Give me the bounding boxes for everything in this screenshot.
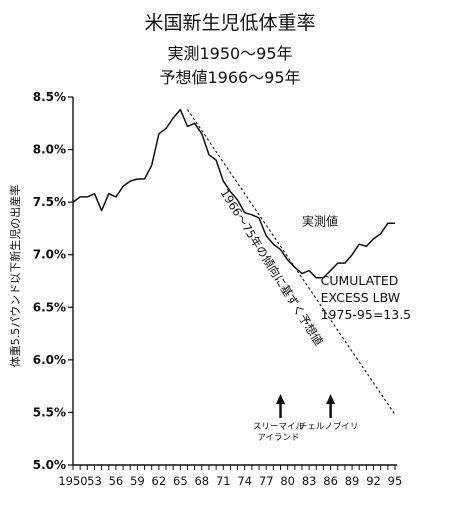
x-tick-label: 65 [173, 474, 188, 488]
chernobyl-arrow-head [326, 394, 336, 404]
x-tick-label: 56 [109, 474, 124, 488]
x-tick-label: 89 [345, 474, 360, 488]
x-tick-label: 92 [366, 474, 381, 488]
y-tick-label: 6.5% [33, 300, 66, 314]
x-tick-label: 59 [130, 474, 145, 488]
x-tick-label: 86 [323, 474, 338, 488]
x-tick-label: 1950 [58, 474, 87, 488]
x-tick-label: 80 [280, 474, 295, 488]
cumulated-excess-line: EXCESS LBW [321, 290, 400, 305]
y-tick-label: 5.5% [33, 405, 66, 419]
x-tick-label: 53 [87, 474, 102, 488]
y-tick-label: 8.5% [33, 90, 66, 104]
x-tick-label: 83 [302, 474, 317, 488]
x-tick-label: 95 [388, 474, 403, 488]
y-tick-label: 7.5% [33, 195, 66, 209]
projected-series-label: 1966～75年の傾向に基ずく予想値 [218, 186, 327, 348]
x-tick-label: 71 [216, 474, 231, 488]
x-tick-label: 68 [194, 474, 209, 488]
tmi-label: アイランド [257, 433, 299, 443]
y-tick-label: 5.0% [33, 458, 66, 472]
tmi-label: スリーマイル [253, 422, 305, 432]
measured-series-label: 実測値 [302, 213, 338, 228]
x-tick-label: 62 [152, 474, 167, 488]
chernobyl-label: チェルノブイリ [299, 421, 359, 432]
projected-series-line [187, 109, 396, 415]
tmi-arrow-head [276, 394, 286, 404]
chart-subtitle-1: 実測1950～95年 [167, 44, 293, 63]
measured-series-line [72, 108, 395, 279]
y-tick-label: 8.0% [33, 143, 66, 157]
cumulated-excess-line: CUMULATED [321, 273, 399, 288]
x-tick-label: 77 [259, 474, 274, 488]
chart-title: 米国新生児低体重率 [144, 12, 316, 34]
x-tick-label: 74 [237, 474, 252, 488]
cumulated-excess-line: 1975-95=13.5 [321, 307, 412, 322]
y-tick-label: 7.0% [33, 248, 66, 262]
y-tick-label: 6.0% [33, 353, 66, 367]
chart-subtitle-2: 予想値1966～95年 [159, 68, 301, 87]
